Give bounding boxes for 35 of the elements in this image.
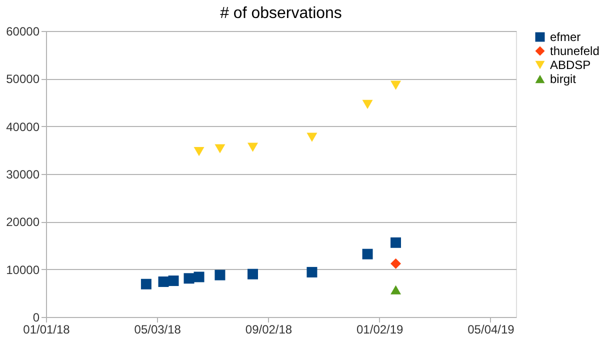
point <box>362 248 373 260</box>
legend-label: efmer <box>550 30 581 44</box>
y-tick-label: 40000 <box>6 120 40 134</box>
y-tick-label: 50000 <box>6 72 40 86</box>
point <box>194 147 204 156</box>
x-tick-label: 01/02/19 <box>356 322 404 336</box>
y-tick-label: 10000 <box>6 262 40 277</box>
point <box>158 276 169 287</box>
point <box>140 278 152 290</box>
point <box>390 237 402 248</box>
point <box>390 80 402 90</box>
y-tick-label: 30000 <box>6 168 40 182</box>
point <box>184 273 194 284</box>
point <box>168 276 179 286</box>
point <box>362 100 373 109</box>
x-tick-label: 09/02/18 <box>245 322 292 336</box>
x-tick-label: 05/03/18 <box>134 322 182 336</box>
x-tick-label: 05/04/19 <box>468 322 515 336</box>
chart-title: # of observations <box>220 5 342 22</box>
point <box>306 266 318 278</box>
x-tick-label: 01/01/18 <box>23 322 70 336</box>
y-tick-label: 0 <box>32 310 40 324</box>
legend-label: thunefeld <box>550 44 600 58</box>
point <box>248 268 258 280</box>
point <box>248 142 258 152</box>
y-tick-label: 20000 <box>6 215 40 230</box>
y-tick-label: 60000 <box>6 24 40 38</box>
point <box>390 258 402 269</box>
point <box>306 132 318 142</box>
point <box>214 144 226 154</box>
legend-label: ABDSP <box>550 58 591 72</box>
legend-label: birgit <box>550 72 577 86</box>
point <box>214 270 226 280</box>
point <box>194 272 204 282</box>
point <box>390 285 402 294</box>
